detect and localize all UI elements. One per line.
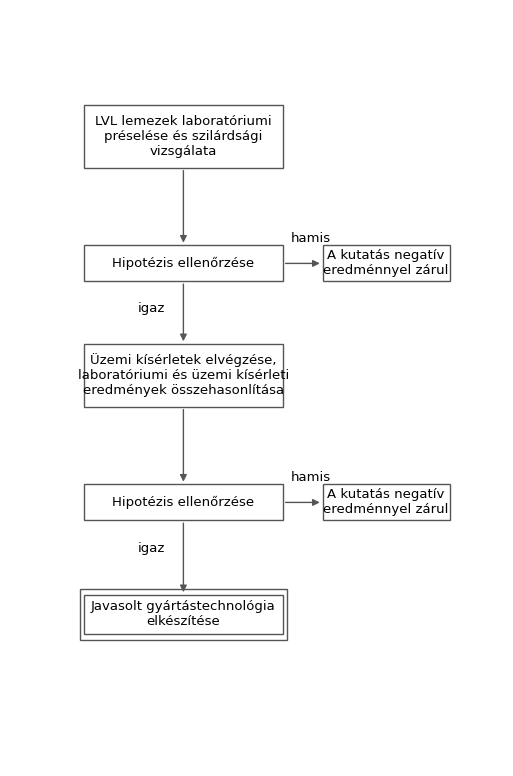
Text: Üzemi kísérletek elvégzése,
laboratóriumi és üzemi kísérleti
eredmények összehas: Üzemi kísérletek elvégzése, laboratórium… [78,353,289,397]
Text: A kutatás negatív
eredménnyel zárul: A kutatás negatív eredménnyel zárul [324,488,449,516]
Text: igaz: igaz [138,302,165,315]
Text: Hipotézis ellenőrzése: Hipotézis ellenőrzése [112,257,254,270]
Text: Javasolt gyártástechnológia
elkészítése: Javasolt gyártástechnológia elkészítése [91,601,276,629]
Bar [84,344,283,407]
Text: A kutatás negatív
eredménnyel zárul: A kutatás negatív eredménnyel zárul [324,249,449,277]
Bar [84,484,283,521]
Bar [323,484,450,521]
Text: hamis: hamis [290,233,331,245]
Bar [84,595,283,634]
Text: LVL lemezek laboratóriumi
préselése és szilárdsági
vizsgálata: LVL lemezek laboratóriumi préselése és s… [95,115,272,158]
Bar [84,245,283,282]
Bar [84,105,283,168]
Bar [80,589,287,640]
Text: hamis: hamis [290,472,331,484]
Text: igaz: igaz [138,542,165,555]
Text: Hipotézis ellenőrzése: Hipotézis ellenőrzése [112,496,254,509]
Bar [323,245,450,282]
